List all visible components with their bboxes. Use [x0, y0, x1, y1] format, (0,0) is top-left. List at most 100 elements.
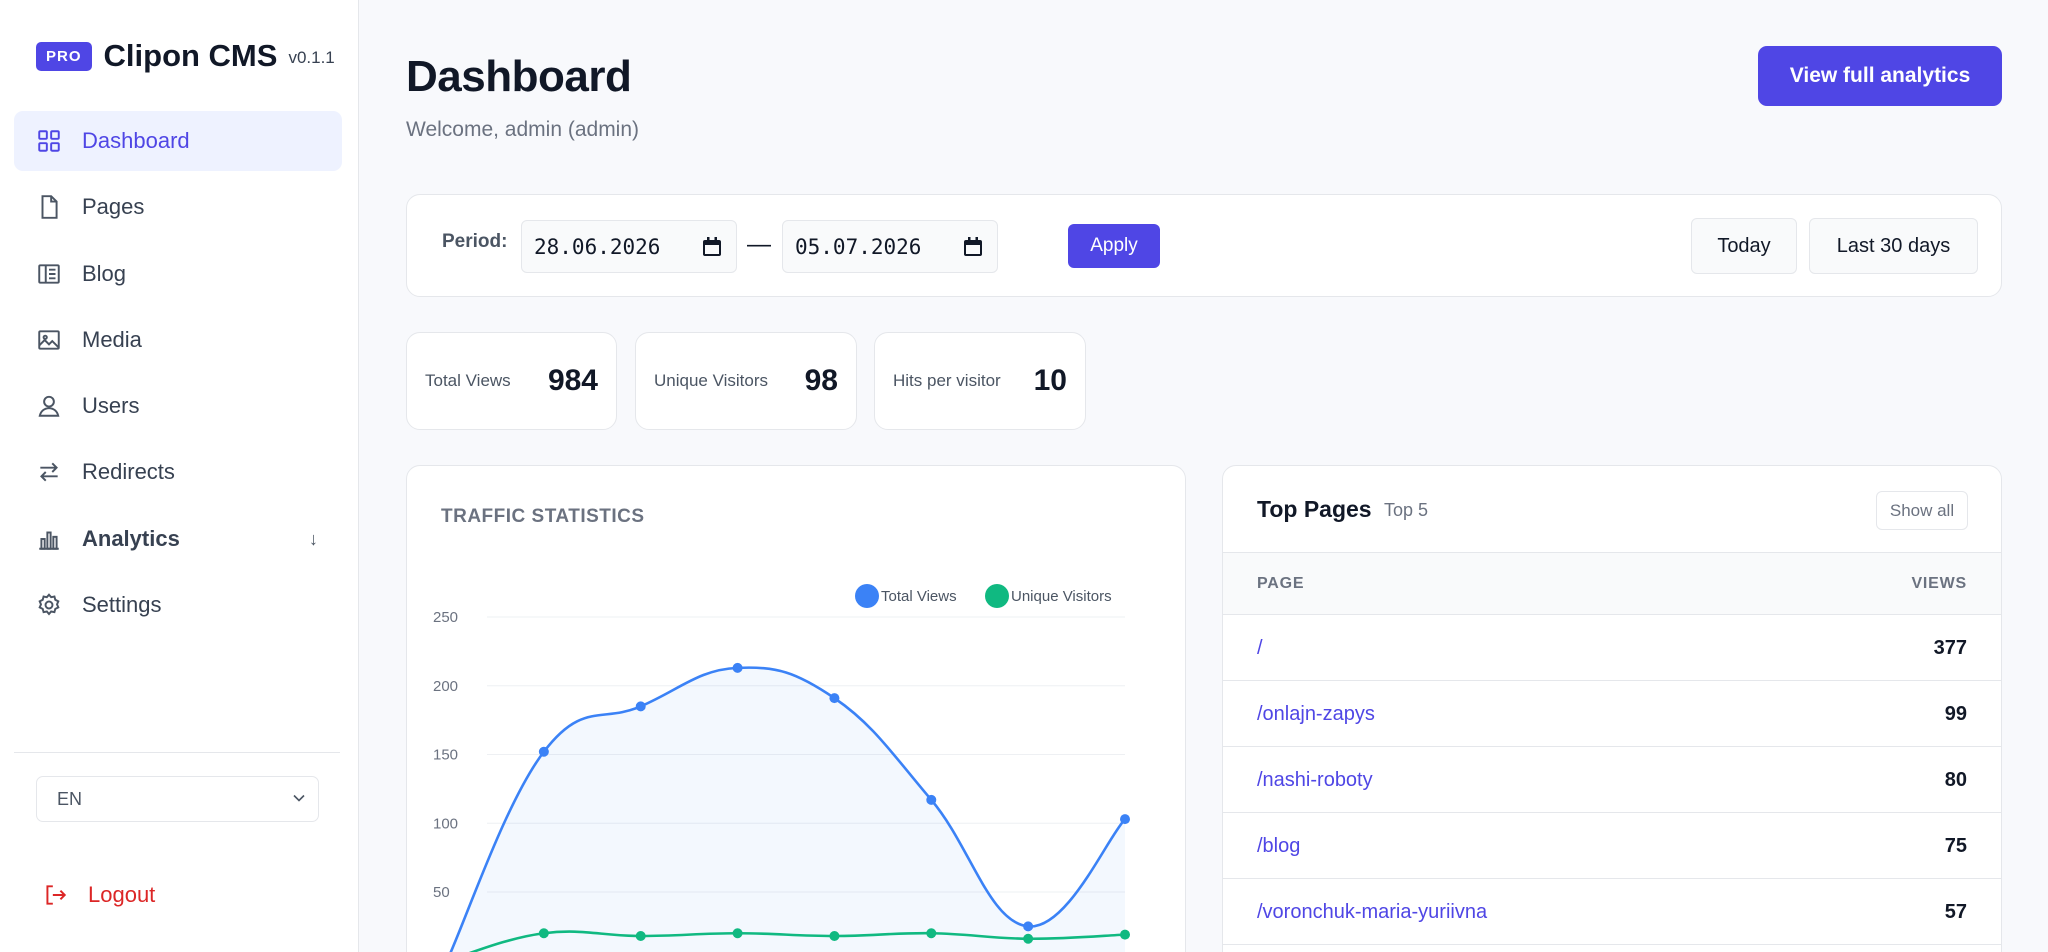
data-point[interactable]	[538, 928, 549, 939]
data-point[interactable]	[732, 662, 743, 673]
image-icon	[36, 327, 62, 353]
period-filter: Period: 28.06.2026 — 05.07.2026 Apply To…	[406, 194, 2002, 297]
data-point[interactable]	[1023, 933, 1034, 944]
stat-label: Hits per visitor	[893, 371, 1001, 390]
stat-value: 98	[804, 364, 838, 397]
data-point[interactable]	[635, 701, 646, 712]
stat-label: Total Views	[425, 371, 511, 390]
legend-swatch	[855, 584, 879, 608]
page-link[interactable]: /onlajn-zapys	[1257, 703, 1375, 725]
y-tick-label: 250	[433, 609, 458, 626]
sidebar-item-label: Pages	[82, 194, 145, 220]
page-views: 99	[1944, 703, 1967, 725]
data-point[interactable]	[1120, 814, 1130, 825]
sidebar-divider	[14, 752, 340, 753]
sidebar-item-label: Analytics	[82, 525, 180, 551]
date-separator: —	[747, 231, 771, 258]
date-to-value: 05.07.2026	[795, 234, 922, 259]
language-select[interactable]: EN	[36, 776, 319, 822]
table-row: / 377	[1223, 615, 2001, 681]
sidebar-item-settings[interactable]: Settings	[14, 575, 342, 635]
table-row: /blog 75	[1223, 813, 2001, 879]
date-from-input[interactable]: 28.06.2026	[521, 220, 737, 273]
top-pages-title: Top Pages	[1257, 496, 1372, 522]
date-from-value: 28.06.2026	[534, 234, 661, 259]
sidebar-item-blog[interactable]: Blog	[14, 244, 342, 304]
calendar-icon[interactable]	[963, 237, 983, 257]
page-views: 75	[1944, 835, 1967, 857]
stat-value: 10	[1033, 364, 1067, 397]
sidebar-item-pages[interactable]: Pages	[14, 177, 342, 237]
top-pages-card: Top Pages Top 5 Show all PAGE VIEWS / 37…	[1222, 465, 2002, 952]
data-point[interactable]	[926, 794, 937, 805]
calendar-icon[interactable]	[702, 237, 722, 257]
data-point[interactable]	[635, 931, 646, 941]
page-views: 57	[1944, 901, 1967, 923]
sidebar-item-label: Blog	[82, 260, 127, 286]
brand[interactable]: PRO Clipon CMS v0.1.1	[36, 38, 335, 74]
data-point[interactable]	[1023, 921, 1034, 932]
sidebar: PRO Clipon CMS v0.1.1 Dashboard Pages Bl…	[0, 0, 359, 952]
legend-label[interactable]: Total Views	[881, 588, 957, 605]
user-icon	[36, 393, 62, 419]
data-point[interactable]	[732, 928, 743, 939]
last-30-days-button[interactable]: Last 30 days	[1809, 218, 1978, 274]
sidebar-item-label: Dashboard	[82, 128, 190, 153]
view-full-analytics-button[interactable]: View full analytics	[1758, 46, 2002, 106]
sidebar-item-users[interactable]: Users	[14, 376, 342, 436]
brand-name: Clipon CMS	[103, 38, 278, 73]
book-icon	[36, 261, 62, 287]
sidebar-item-dashboard[interactable]: Dashboard	[14, 111, 342, 171]
column-header-page: PAGE	[1257, 575, 1305, 592]
data-point[interactable]	[829, 693, 840, 704]
gear-icon	[36, 592, 62, 618]
apply-button[interactable]: Apply	[1068, 224, 1160, 268]
data-point[interactable]	[926, 928, 937, 939]
today-button[interactable]: Today	[1691, 218, 1797, 274]
y-tick-label: 50	[433, 884, 450, 901]
data-point[interactable]	[829, 931, 840, 941]
arrows-icon	[36, 459, 62, 485]
page-title: Dashboard	[406, 52, 632, 101]
sidebar-item-label: Media	[82, 326, 142, 352]
pro-badge: PRO	[36, 41, 92, 71]
legend-label[interactable]: Unique Visitors	[1011, 588, 1112, 605]
stat-card-total-views: Total Views 984	[406, 332, 617, 430]
sidebar-item-label: Redirects	[82, 459, 175, 485]
page-link[interactable]: /blog	[1257, 835, 1301, 857]
series-area-0	[450, 667, 1125, 952]
main-content: Dashboard Welcome, admin (admin) View fu…	[360, 0, 2048, 952]
table-header: PAGE VIEWS	[1223, 553, 2001, 615]
page-views: 377	[1933, 637, 1967, 659]
page-link[interactable]: /nashi-roboty	[1257, 769, 1373, 791]
data-point[interactable]	[538, 746, 549, 757]
stat-label: Unique Visitors	[654, 371, 769, 390]
arrow-down-icon[interactable]: ↓	[309, 528, 318, 549]
welcome-text: Welcome, admin (admin)	[406, 118, 640, 141]
logout-icon	[46, 885, 67, 905]
logout-button[interactable]: Logout	[42, 882, 155, 908]
traffic-chart: 50 100 150 200 250 Total Views Unique Visitors	[433, 584, 1130, 952]
sidebar-nav: Dashboard Pages Blog Media Users	[14, 111, 342, 641]
page-link[interactable]: /voronchuk-maria-yuriivna	[1257, 901, 1488, 923]
y-tick-label: 150	[433, 747, 458, 764]
data-point[interactable]	[1120, 929, 1130, 940]
language-value: EN	[57, 788, 83, 809]
top-pages-subtitle: Top 5	[1384, 500, 1429, 520]
show-all-button[interactable]: Show all	[1876, 491, 1968, 530]
sidebar-item-redirects[interactable]: Redirects	[14, 442, 342, 502]
sidebar-item-analytics[interactable]: Analytics ↓	[14, 509, 342, 569]
stat-card-hits-per-visitor: Hits per visitor 10	[874, 332, 1086, 430]
table-row: /onlajn-zapys 99	[1223, 681, 2001, 747]
sidebar-item-label: Settings	[82, 592, 162, 618]
column-header-views: VIEWS	[1911, 575, 1967, 592]
period-label: Period:	[442, 231, 508, 252]
sidebar-item-media[interactable]: Media	[14, 310, 342, 370]
legend-swatch	[985, 584, 1009, 608]
chevron-down-icon	[293, 794, 305, 802]
date-to-input[interactable]: 05.07.2026	[782, 220, 998, 273]
y-tick-label: 200	[433, 678, 458, 695]
chart-title: TRAFFIC STATISTICS	[441, 506, 645, 527]
table-row: /nashi-roboty 80	[1223, 747, 2001, 813]
page-link[interactable]: /	[1257, 637, 1263, 659]
